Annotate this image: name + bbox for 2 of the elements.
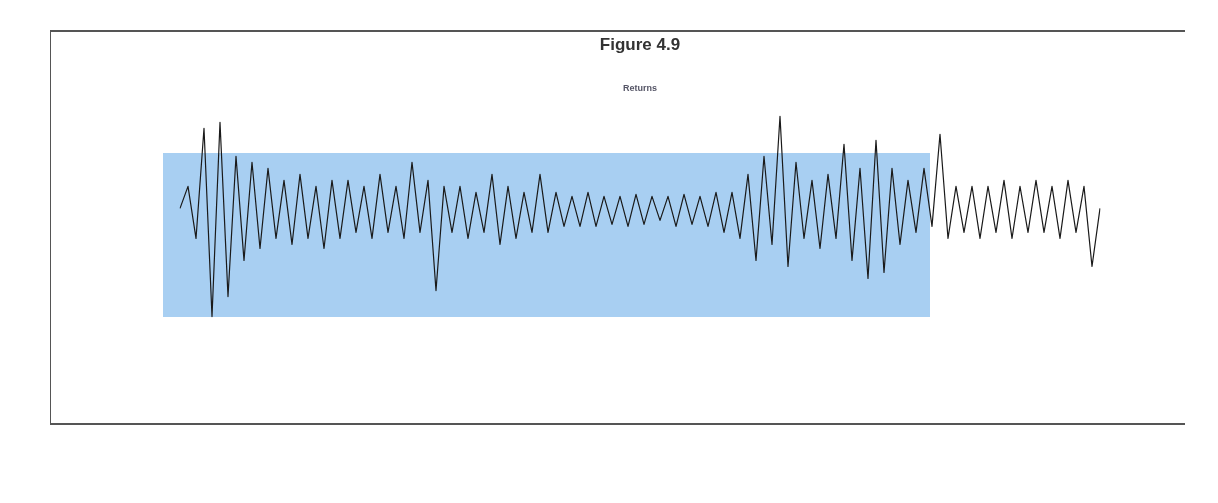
chart-subtitle: Returns <box>622 83 658 94</box>
chart-title: Figure 4.9 <box>599 34 681 54</box>
